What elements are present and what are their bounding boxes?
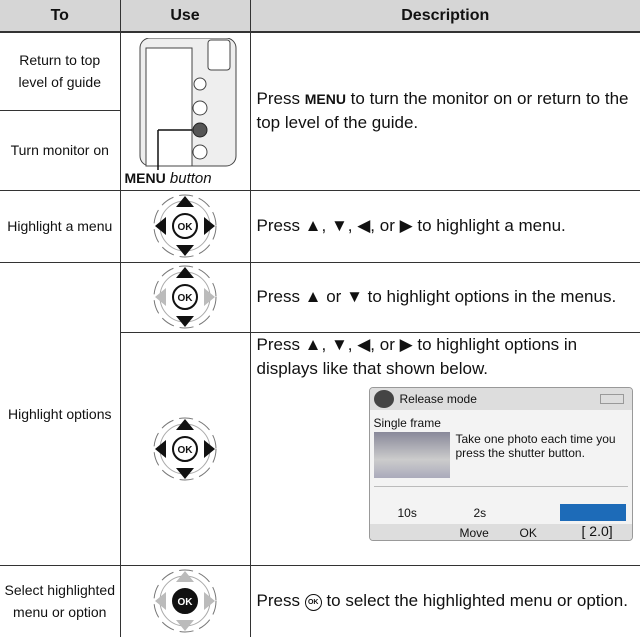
back-button bbox=[559, 503, 626, 521]
dial-part bbox=[176, 571, 194, 583]
text: to turn the monitor on or return to the … bbox=[256, 89, 629, 133]
screen-footer bbox=[369, 523, 632, 540]
to-cell: Return to top level of guide bbox=[0, 31, 121, 111]
description-cell: Press ▲, ▼, ◀, or ▶ to highlight a menu. bbox=[249, 189, 640, 263]
dial-part bbox=[176, 467, 194, 479]
screen-title: Release mode bbox=[399, 391, 477, 406]
multi-selector: OK bbox=[153, 265, 217, 329]
camera-icon bbox=[373, 389, 394, 408]
dial-part bbox=[155, 217, 166, 235]
timer: 2s bbox=[473, 505, 487, 520]
dial-part bbox=[204, 288, 215, 306]
battery bbox=[599, 393, 624, 404]
dial-part bbox=[204, 592, 215, 611]
dial-part bbox=[176, 245, 194, 256]
use-cell: OK bbox=[119, 261, 251, 333]
to-cell: Turn monitor on bbox=[0, 109, 120, 191]
ok-key: OK bbox=[304, 594, 322, 612]
description-cell: Press MENU to turn the monitor on or ret… bbox=[249, 31, 640, 191]
multi-selector: OK bbox=[153, 194, 217, 258]
header-cell: Description bbox=[249, 0, 640, 33]
screen-bar bbox=[369, 387, 632, 410]
dial-label: OK bbox=[178, 222, 194, 233]
timer: 10s bbox=[397, 505, 417, 520]
to-cell: Highlight a menu bbox=[0, 189, 121, 263]
caption: MENU button bbox=[121, 170, 250, 187]
dial-part bbox=[176, 196, 194, 207]
dial-part bbox=[172, 435, 198, 462]
dial-part bbox=[176, 267, 194, 278]
header-cell: To bbox=[0, 0, 121, 33]
dial-part bbox=[204, 439, 215, 458]
dial-label: OK bbox=[178, 445, 194, 456]
to-cell: Highlight options bbox=[0, 261, 121, 566]
dial-part bbox=[155, 439, 166, 458]
description-cell: Press ▲ or ▼ to highlight options in the… bbox=[249, 261, 640, 333]
move-label: Move bbox=[459, 525, 489, 540]
dial-part bbox=[204, 217, 215, 235]
dial-label: OK bbox=[178, 293, 194, 304]
header-cell: Use bbox=[119, 0, 251, 33]
count: [ 2.0] bbox=[581, 522, 613, 539]
text: Press bbox=[256, 591, 300, 611]
text: Press bbox=[256, 89, 300, 109]
dial-part bbox=[176, 316, 194, 327]
multi-selector: OK bbox=[153, 417, 217, 480]
use-cell: OK bbox=[119, 189, 251, 263]
multi-selector: OK bbox=[153, 569, 217, 633]
dial-part bbox=[155, 592, 166, 611]
mode-row bbox=[373, 485, 628, 503]
menu-key: MENU bbox=[124, 169, 166, 186]
use-cell: OK bbox=[119, 564, 251, 637]
ok-label: OK bbox=[519, 525, 537, 540]
screen-body: Take one photo each time you press the s… bbox=[455, 431, 616, 460]
description-cell: Press ▲, ▼, ◀, or ▶ to highlight options… bbox=[249, 331, 640, 566]
dial-part bbox=[172, 588, 198, 615]
use-cell: MENU button bbox=[119, 31, 251, 191]
menu-key: MENU bbox=[304, 91, 346, 108]
description-cell: Press OK to select the highlighted menu … bbox=[249, 564, 640, 637]
dial-part bbox=[172, 284, 198, 310]
photo bbox=[373, 431, 450, 478]
use-cell: OK bbox=[120, 331, 251, 566]
dial-label: OK bbox=[178, 597, 194, 608]
camera-illustration bbox=[139, 37, 237, 170]
dial-part bbox=[176, 620, 194, 632]
caption-word: button bbox=[169, 169, 212, 187]
dial-part bbox=[155, 288, 166, 306]
text: to select the highlighted menu or option… bbox=[326, 591, 628, 611]
screen-display: Release mode Single frame Take one photo… bbox=[368, 386, 633, 541]
dial-part bbox=[172, 213, 198, 239]
screen-heading: Single frame bbox=[373, 415, 441, 430]
to-cell: Select highlighted menu or option bbox=[0, 564, 121, 637]
dial-part bbox=[176, 418, 194, 430]
text: Press ▲, ▼, ◀, or ▶ to highlight options… bbox=[256, 334, 578, 378]
